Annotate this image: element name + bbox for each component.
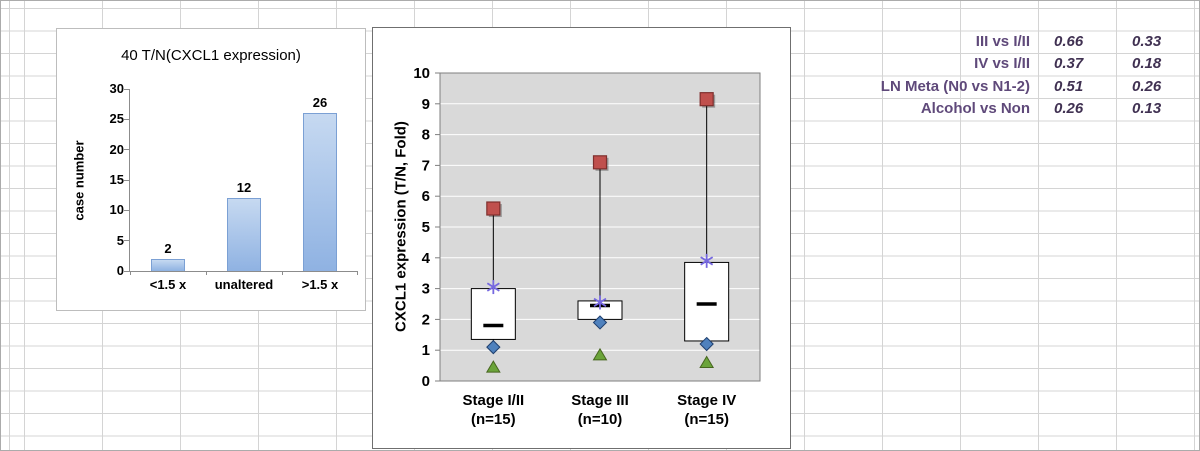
y-tick-label: 9 [422,96,430,113]
bar-y-tick-mark [124,88,130,90]
bar-y-tick-label: 5 [116,232,124,248]
stats-value-1: 0.26 [1054,100,1084,118]
bar-y-tick-mark [124,179,130,181]
bar-y-tick-mark [124,118,130,120]
bar-y-tick-label: 30 [109,81,124,96]
stats-value-1: 0.51 [1054,77,1084,95]
y-tick-label: 10 [413,65,430,82]
x-category-sub-label: (n=15) [684,411,729,428]
bar-x-tick-mark [282,271,283,275]
stats-value-2: 0.13 [1132,100,1162,118]
stats-row: Alcohol vs Non 0.26 0.13 [561,98,1194,121]
min-marker-green-triangle [592,347,608,361]
y-tick-label: 1 [422,342,430,359]
bar-y-tick-mark [124,209,130,211]
stats-value-2: 0.26 [1132,77,1162,95]
y-tick-label: 2 [422,311,430,328]
stats-label: LN Meta (N0 vs N1-2) [880,77,1030,95]
stats-label: IV vs I/II [974,55,1030,73]
stats-value-1: 0.66 [1054,32,1084,50]
y-tick-label: 5 [422,219,430,236]
y-tick-label: 6 [422,188,430,205]
x-category-label: Stage III [571,392,629,409]
bar-x-category-label: >1.5 x [301,277,339,292]
bar-x-category-label: unaltered [214,277,274,292]
bar-1 [227,198,261,271]
bar-y-tick-mark [124,149,130,151]
bar-0 [151,258,185,271]
stats-value-2: 0.33 [1132,32,1162,50]
stats-value-2: 0.18 [1132,55,1162,73]
bar-chart-plot-area: 0 5 10 15 20 25 30 2 <1.5 x 12 unaltered 26 >1.5 x [110,81,358,292]
x-category-label: Stage IV [677,392,736,409]
x-category-label: Stage I/II [462,392,524,409]
bar-y-tick-mark [124,270,130,272]
stats-row: III vs I/II 0.66 0.33 [561,30,1194,53]
bar-x-tick-mark [206,271,207,275]
max-marker-red-square [699,92,714,107]
stats-row: LN Meta (N0 vs N1-2) 0.51 0.26 [561,75,1194,98]
box [684,261,730,342]
star-marker-purple-asterisk [593,297,607,308]
x-category-sub-label: (n=10) [578,411,623,428]
y-tick-label: 8 [422,127,430,144]
bar-chart[interactable]: 40 T/N(CXCL1 expression) case number 0 5 1… [56,28,366,311]
bar-value-label: 12 [236,180,252,196]
stats-value-1: 0.37 [1054,55,1084,73]
stats-row: IV vs I/II 0.37 0.18 [561,53,1194,76]
bar-x-tick-mark [130,271,131,275]
bar-chart-y-axis-label: case number [71,140,87,221]
whisker-low-marker-blue-diamond [592,315,608,330]
stats-table: III vs I/II 0.66 0.33 IV vs I/II 0.37 0.18 LN … [561,30,1194,120]
bar-y-tick-label: 20 [109,141,124,157]
star-marker-purple-asterisk [700,256,714,266]
box-plot-canvas: 0 1 2 3 4 5 6 7 8 9 10 Stage I/II (n=15) Stage III (n=… [413,65,761,428]
star-marker-purple-asterisk [486,282,500,292]
stats-label: III vs I/II [975,32,1030,50]
whisker-low-marker-blue-diamond [486,339,501,355]
y-tick-label: 4 [422,250,431,267]
y-tick-label: 0 [422,373,430,390]
bar-2 [303,113,337,271]
bar-x-tick-mark [357,271,358,275]
max-marker-red-square [592,155,608,170]
y-tick-label: 3 [422,281,430,298]
bar-y-tick-label: 10 [109,202,124,218]
max-marker-red-square [486,201,501,216]
whisker-low-marker-blue-diamond [699,336,714,352]
box [470,288,516,340]
bar-y-tick-label: 15 [109,172,124,187]
min-marker-green-triangle [699,355,715,369]
y-tick-label: 7 [422,157,430,174]
bar-x-category-label: <1.5 x [149,277,187,292]
min-marker-green-triangle [485,360,501,373]
stats-label: Alcohol vs Non [920,100,1030,118]
bar-chart-title: 40 T/N(CXCL1 expression) [121,47,301,64]
bar-y-tick-label: 25 [109,111,124,127]
x-category-sub-label: (n=15) [471,411,516,428]
bar-value-label: 2 [164,240,172,256]
bar-y-tick-mark [124,240,130,242]
bar-y-tick-label: 0 [116,263,124,278]
bar-value-label: 26 [312,95,328,111]
